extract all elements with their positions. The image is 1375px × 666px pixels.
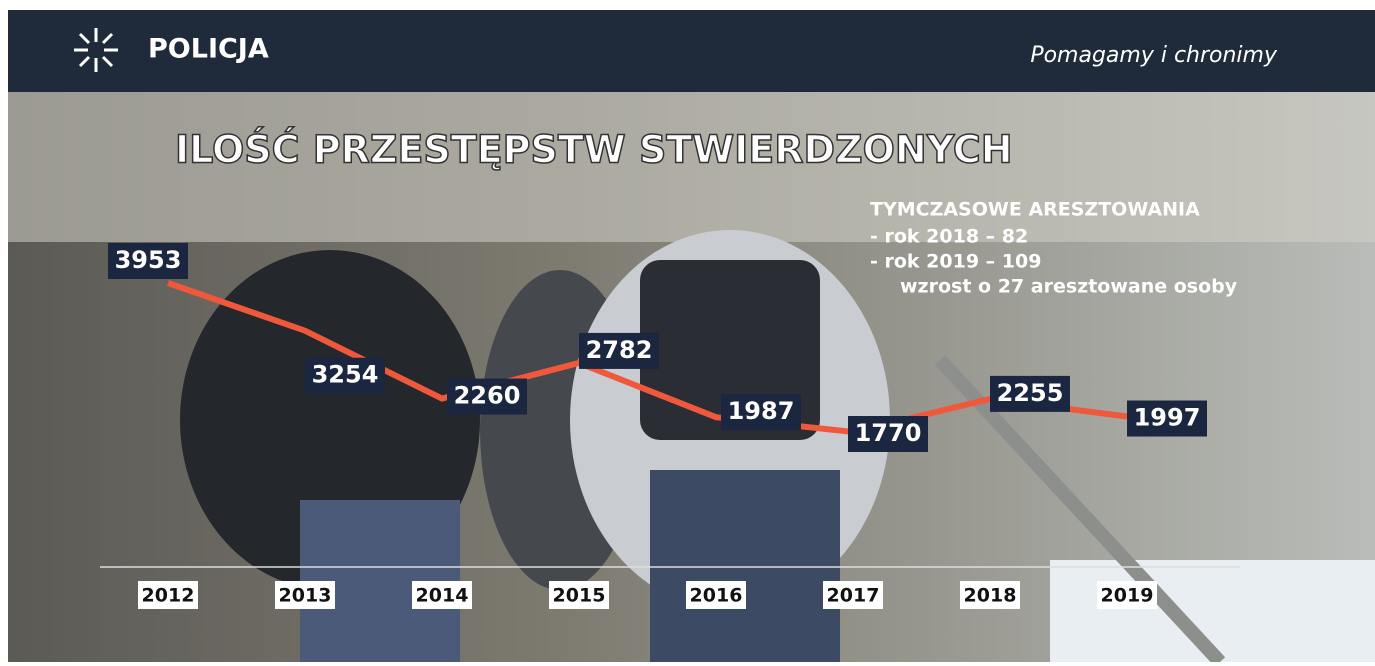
- slogan: Pomagamy i chronimy: [1030, 43, 1278, 68]
- x-tick-box: [412, 581, 472, 609]
- value-label-box: [1127, 400, 1207, 437]
- value-label-box: [108, 243, 188, 279]
- annotation: wzrost o 27 aresztowane osoby: [900, 276, 1238, 298]
- logo: [74, 28, 118, 72]
- value-label: 2782: [586, 336, 653, 364]
- value-label-box: [721, 394, 801, 431]
- value-label: 3254: [312, 361, 379, 389]
- chart-title: ILOŚĆ PRZESTĘPSTW STWIERDZONYCH: [175, 128, 1013, 172]
- x-tick-label: 2017: [827, 585, 880, 607]
- x-tick-box: [138, 581, 198, 609]
- x-tick-label: 2015: [553, 585, 606, 607]
- x-tick-label: 2013: [279, 585, 332, 607]
- x-tick-label: 2018: [964, 585, 1017, 607]
- wall: [8, 92, 1375, 242]
- value-label: 1770: [855, 419, 922, 447]
- annotation: - rok 2019 – 109: [870, 251, 1041, 273]
- x-tick-box: [960, 581, 1020, 609]
- x-tick-label: 2014: [416, 585, 469, 607]
- value-label: 2255: [997, 379, 1064, 407]
- x-tick-label: 2012: [142, 585, 195, 607]
- x-tick-box: [1097, 581, 1157, 609]
- line: [167, 280, 1128, 436]
- annotation: - rok 2018 – 82: [870, 226, 1028, 248]
- value-label-box: [447, 378, 527, 415]
- jeans: [650, 470, 840, 662]
- value-label-box: [579, 332, 659, 369]
- x-tick-box: [823, 581, 883, 609]
- value-label: 1987: [728, 397, 795, 425]
- x-tick-label: 2019: [1101, 585, 1154, 607]
- value-label: 3953: [115, 246, 182, 274]
- x-tick-label: 2016: [690, 585, 743, 607]
- railing: [934, 355, 1226, 666]
- value-label: 2260: [454, 382, 521, 410]
- value-label-box: [990, 375, 1070, 412]
- x-tick-box: [549, 581, 609, 609]
- annotation: TYMCZASOWE ARESZTOWANIA: [870, 199, 1200, 221]
- value-label-box: [848, 416, 928, 452]
- brand: POLICJA: [148, 34, 269, 65]
- value-label: 1997: [1134, 404, 1201, 432]
- header-bar: [8, 10, 1375, 92]
- x-tick-box: [686, 581, 746, 609]
- value-label-box: [305, 357, 385, 394]
- x-tick-box: [275, 581, 335, 609]
